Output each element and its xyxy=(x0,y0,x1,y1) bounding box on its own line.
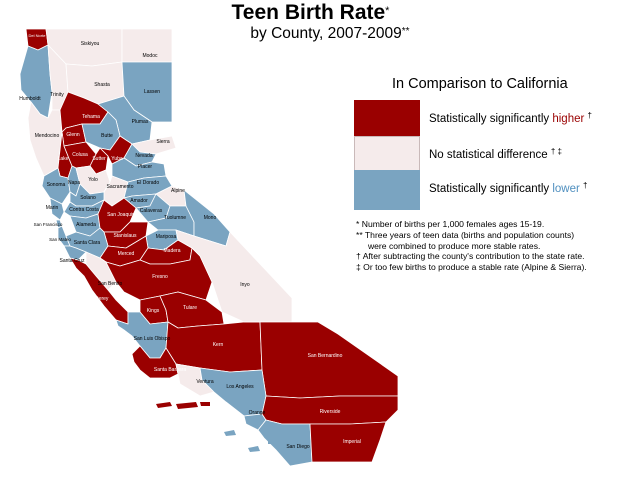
county-label-placer: Placer xyxy=(138,164,153,170)
county-label-los-angeles: Los Angeles xyxy=(226,384,254,390)
county-label-sacramento: Sacramento xyxy=(107,184,134,190)
county-label-san-mateo: San Mateo xyxy=(49,237,71,242)
county-label-ventura: Ventura xyxy=(196,379,213,385)
county-label-trinity: Trinity xyxy=(50,92,64,98)
legend-item-no-difference: No statistical difference † ‡ xyxy=(354,136,619,176)
county-label-kern: Kern xyxy=(213,342,224,348)
county-label-riverside: Riverside xyxy=(320,409,341,415)
legend-label-higher: Statistically significantly higher † xyxy=(429,111,592,125)
county-label-calaveras: Calaveras xyxy=(140,208,163,214)
island xyxy=(176,402,198,409)
county-label-tulare: Tulare xyxy=(183,305,197,311)
county-label-mariposa: Mariposa xyxy=(156,234,177,240)
county-label-siskiyou: Siskiyou xyxy=(81,41,100,47)
county-marin xyxy=(49,197,65,221)
county-label-el-dorado: El Dorado xyxy=(137,180,159,186)
county-label-fresno: Fresno xyxy=(152,274,168,280)
map-title: Teen Birth Rate* xyxy=(231,1,390,24)
county-label-napa: Napa xyxy=(68,180,80,186)
county-label-lassen: Lassen xyxy=(144,89,160,95)
county-label-san-diego: San Diego xyxy=(286,444,310,450)
county-label-san-francisco: San Francisco xyxy=(34,222,63,227)
footnote: ** Three years of teen data (births and … xyxy=(356,229,575,240)
island xyxy=(156,402,172,408)
county-label-yolo: Yolo xyxy=(88,177,98,183)
county-label-orange: Orange xyxy=(249,410,266,416)
county-label-imperial: Imperial xyxy=(343,439,361,445)
county-label-shasta: Shasta xyxy=(94,82,110,88)
legend-swatch-no-difference xyxy=(354,136,420,176)
county-label-alameda: Alameda xyxy=(76,222,96,228)
county-label-sierra: Sierra xyxy=(156,139,170,145)
county-label-humboldt: Humboldt xyxy=(19,96,41,102)
island xyxy=(268,440,274,444)
map-subtitle: by County, 2007-2009** xyxy=(250,25,410,42)
county-label-mendocino: Mendocino xyxy=(35,133,60,139)
island xyxy=(248,446,260,452)
legend-swatch-higher xyxy=(354,100,420,140)
county-label-santa-barbara: Santa Barbara xyxy=(154,367,186,373)
legend-label-lower: Statistically significantly lower † xyxy=(429,181,588,195)
county-label-del-norte: Del Norte xyxy=(29,33,47,38)
island xyxy=(200,402,210,406)
county-label-santa-cruz: Santa Cruz xyxy=(59,258,85,264)
county-label-inyo: Inyo xyxy=(240,282,250,288)
legend-item-lower: Statistically significantly lower † xyxy=(354,170,619,210)
county-humboldt xyxy=(19,44,53,119)
county-imperial xyxy=(309,421,387,463)
county-label-madera: Madera xyxy=(164,248,181,254)
county-label-butte: Butte xyxy=(101,133,113,139)
island xyxy=(224,430,236,436)
county-label-tuolumne: Tuolumne xyxy=(164,215,186,221)
county-label-modoc: Modoc xyxy=(142,53,158,59)
county-label-santa-clara: Santa Clara xyxy=(74,240,101,246)
legend-title: In Comparison to California xyxy=(392,76,568,92)
county-label-yuba: Yuba xyxy=(111,156,123,162)
county-label-san-joaquin: San Joaquin xyxy=(107,212,135,218)
county-label-san-benito: San Benito xyxy=(98,281,123,287)
county-label-contra-costa: Contra Costa xyxy=(69,207,99,213)
county-label-mono: Mono xyxy=(204,215,217,221)
county-label-merced: Merced xyxy=(118,251,135,257)
county-label-sonoma: Sonoma xyxy=(47,182,66,188)
county-label-marin: Marin xyxy=(46,205,59,211)
county-label-kings: Kings xyxy=(147,308,160,314)
county-label-stanislaus: Stanislaus xyxy=(113,233,137,239)
footnote: were combined to produce more stable rat… xyxy=(356,240,541,251)
legend-item-higher: Statistically significantly higher † xyxy=(354,100,619,140)
county-label-san-luis-obispo: San Luis Obispo xyxy=(134,336,171,342)
legend-swatch-lower xyxy=(354,170,420,210)
county-label-solano: Solano xyxy=(80,195,96,201)
county-label-monterey: Monterey xyxy=(88,296,109,302)
county-label-sutter: Sutter xyxy=(92,156,106,162)
county-label-nevada: Nevada xyxy=(135,153,152,159)
county-label-tehama: Tehama xyxy=(82,114,100,120)
county-label-colusa: Colusa xyxy=(72,152,88,158)
county-san-diego xyxy=(257,419,313,467)
legend-label-no-difference: No statistical difference † ‡ xyxy=(429,147,562,161)
footnote: † After subtracting the county's contrib… xyxy=(356,251,585,262)
county-label-lake: Lake xyxy=(58,156,69,162)
footnotes: * Number of births per 1,000 females age… xyxy=(356,219,618,273)
county-label-san-bernardino: San Bernardino xyxy=(308,353,343,359)
county-san-bernardino xyxy=(243,321,399,399)
county-label-amador: Amador xyxy=(130,198,148,204)
footnote: ‡ Or too few births to produce a stable … xyxy=(356,262,587,273)
county-label-plumas: Plumas xyxy=(132,119,149,125)
county-label-alpine: Alpine xyxy=(171,188,185,194)
county-label-glenn: Glenn xyxy=(66,132,80,138)
footnote: * Number of births per 1,000 females age… xyxy=(356,219,545,229)
